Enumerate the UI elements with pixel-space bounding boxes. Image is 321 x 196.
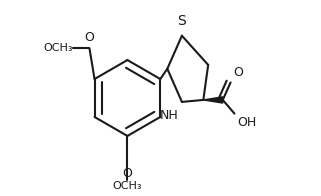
Polygon shape <box>203 97 223 103</box>
Text: O: O <box>233 66 243 79</box>
Text: NH: NH <box>160 109 178 122</box>
Text: O: O <box>84 31 94 44</box>
Text: S: S <box>178 14 186 28</box>
Text: OH: OH <box>237 116 256 130</box>
Text: O: O <box>123 167 132 180</box>
Text: OCH₃: OCH₃ <box>113 181 142 191</box>
Text: OCH₃: OCH₃ <box>43 43 73 53</box>
